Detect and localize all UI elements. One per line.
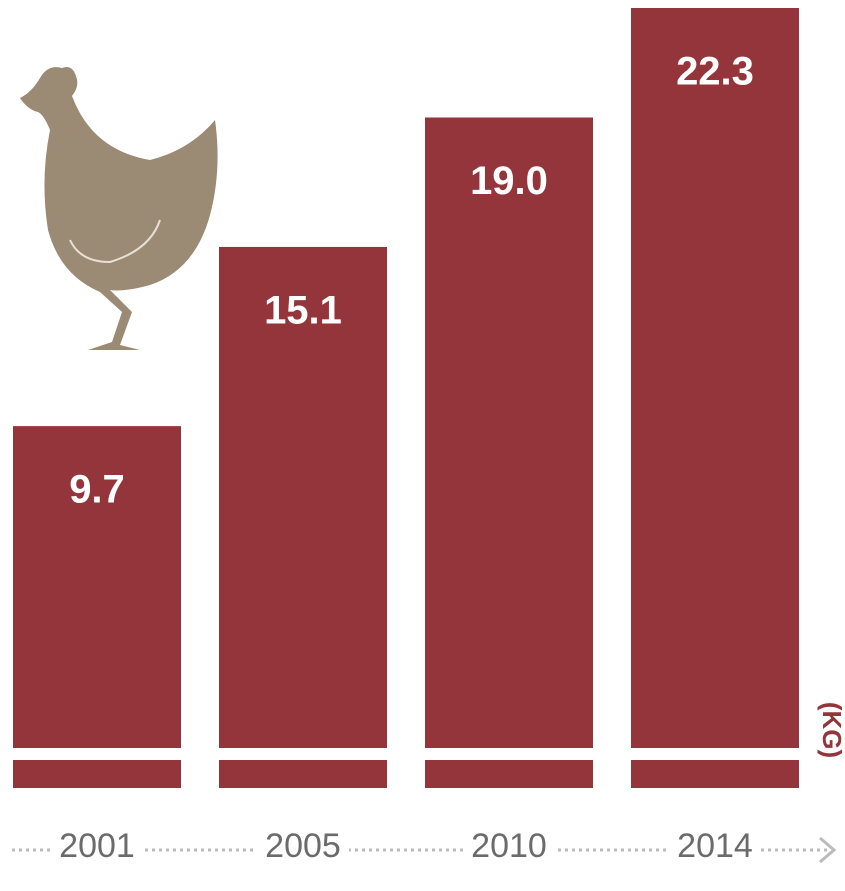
bar-base: [219, 760, 387, 788]
chart: (KG) 9.7 2001 15.1 2005 19.0 2010 22.3 2014: [0, 0, 845, 891]
chicken-icon: [20, 67, 218, 350]
value-label: 15.1: [264, 288, 342, 332]
bar-base: [631, 760, 799, 788]
bar-base: [13, 760, 181, 788]
x-tick-label: 2010: [471, 827, 547, 865]
bar: [425, 118, 593, 748]
page: (KG) 9.7200115.1200519.0201022.32014 (()…: [0, 0, 845, 891]
x-tick-label: 2014: [677, 827, 753, 865]
value-label: 22.3: [676, 50, 754, 94]
bar: [631, 8, 799, 748]
unit-label: (KG): [817, 702, 845, 758]
value-label: 9.7: [69, 468, 125, 512]
x-tick-label: 2005: [265, 827, 341, 865]
x-tick-label: 2001: [59, 827, 135, 865]
value-label: 19.0: [470, 159, 548, 203]
bar-base: [425, 760, 593, 788]
